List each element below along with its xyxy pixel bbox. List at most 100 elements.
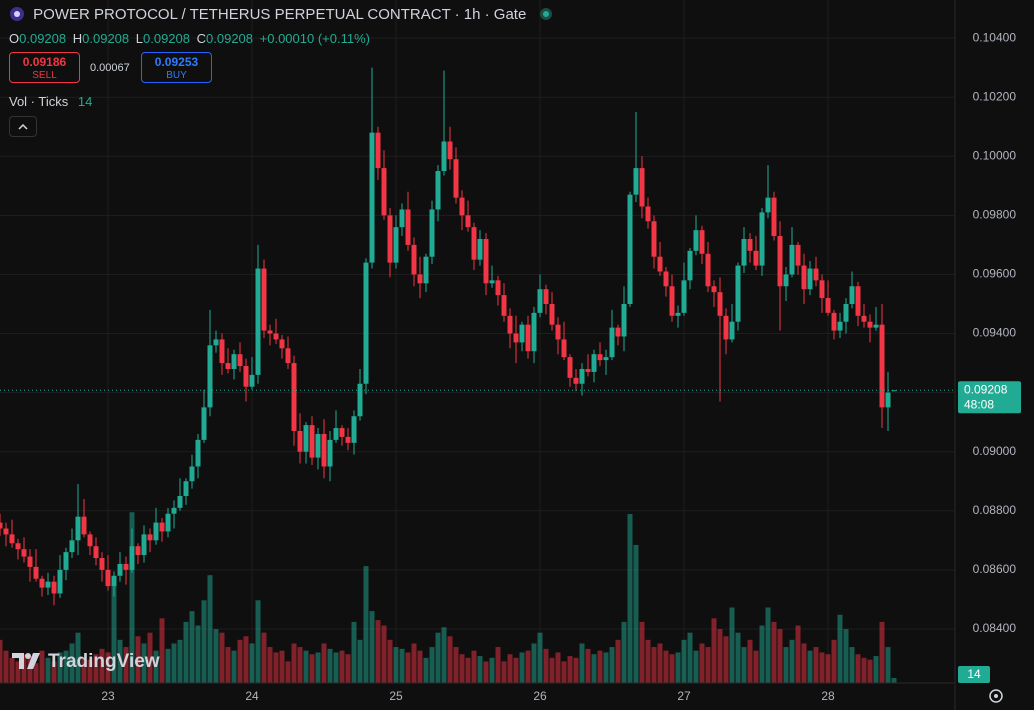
- candle-body: [141, 534, 147, 556]
- ohlc-label: L: [135, 31, 143, 46]
- settings-icon[interactable]: [989, 689, 1003, 703]
- volume-bar: [609, 647, 615, 683]
- candle-body: [0, 522, 3, 529]
- volume-bar: [225, 647, 231, 683]
- candle-body: [657, 256, 663, 272]
- candle-body: [633, 168, 639, 195]
- buy-price: 0.09253: [154, 55, 199, 69]
- volume-bar: [15, 661, 21, 683]
- volume-bar: [441, 627, 447, 683]
- volume-bar: [33, 663, 39, 683]
- volume-bar: [549, 657, 555, 683]
- candle-body: [231, 354, 237, 369]
- candle-body: [393, 227, 399, 263]
- candle-body: [573, 377, 579, 384]
- candle-body: [279, 339, 285, 349]
- x-tick-label: 26: [533, 689, 547, 703]
- price-tag: [958, 381, 1021, 414]
- volume-bar: [93, 654, 99, 683]
- volume-legend: Vol · Ticks 14: [9, 94, 92, 109]
- candle-body: [435, 171, 441, 210]
- candle-body: [843, 303, 849, 322]
- volume-bar: [861, 657, 867, 683]
- candle-body: [351, 416, 357, 443]
- candle-body: [57, 569, 63, 594]
- candle-body: [363, 262, 369, 384]
- volume-bar: [177, 639, 183, 683]
- volume-bar: [393, 647, 399, 683]
- volume-bar: [645, 639, 651, 683]
- candle-body: [123, 563, 129, 570]
- candle-body: [339, 428, 345, 437]
- collapse-button[interactable]: [9, 116, 37, 137]
- candle-body: [561, 339, 567, 358]
- volume-bar: [375, 620, 381, 683]
- volume-bar: [825, 654, 831, 683]
- candle-body: [249, 374, 255, 387]
- volume-bar: [489, 657, 495, 683]
- y-tick-label: 0.08600: [973, 562, 1017, 576]
- ohlc-label: C: [196, 31, 207, 46]
- y-tick-label: 0.09400: [973, 326, 1017, 340]
- volume-bar: [423, 657, 429, 683]
- volume-bar: [681, 639, 687, 683]
- candle-body: [699, 230, 705, 254]
- volume-bar: [417, 650, 423, 683]
- candle-body: [105, 569, 111, 587]
- volume-bar: [201, 600, 207, 683]
- volume-bar: [837, 614, 843, 683]
- volume-bar: [537, 632, 543, 683]
- candle-body: [45, 581, 51, 588]
- volume-bar: [597, 650, 603, 683]
- volume-bar: [165, 648, 171, 683]
- candle-body: [15, 543, 21, 550]
- volume-bar: [795, 625, 801, 683]
- volume-bar: [663, 650, 669, 683]
- candle-body: [525, 324, 531, 352]
- volume-bar: [135, 636, 141, 683]
- axes: 0.084000.086000.088000.090000.092000.094…: [101, 30, 1016, 703]
- candle-body: [579, 368, 585, 384]
- candle-body: [303, 425, 309, 452]
- volume-bar: [525, 650, 531, 683]
- volume-bar: [711, 618, 717, 683]
- volume-bar: [243, 636, 249, 683]
- candle-body: [705, 253, 711, 287]
- candle-body: [483, 238, 489, 284]
- candle-body: [411, 244, 417, 275]
- volume-bar: [555, 652, 561, 683]
- volume-bar: [387, 639, 393, 683]
- candle-body: [207, 345, 213, 408]
- candle-body: [501, 295, 507, 316]
- volume-bar: [459, 654, 465, 683]
- sell-button[interactable]: 0.09186 SELL: [9, 52, 80, 83]
- volume-value: 14: [77, 94, 93, 109]
- spread: 0.00067: [90, 62, 130, 74]
- volume-bar: [339, 650, 345, 683]
- candle-body: [117, 563, 123, 576]
- volume-bar: [291, 643, 297, 683]
- candle-body: [315, 433, 321, 458]
- volume-bar: [303, 650, 309, 683]
- candle-body: [243, 366, 249, 387]
- volume-bar: [63, 650, 69, 683]
- candle-body: [225, 363, 231, 369]
- x-tick-label: 27: [677, 689, 691, 703]
- change: +0.00010 (+0.11%): [259, 31, 370, 46]
- volume-bar: [285, 661, 291, 683]
- candle-body: [165, 513, 171, 532]
- volume-bar: [513, 657, 519, 683]
- volume-bar: [447, 636, 453, 683]
- candle-body: [429, 209, 435, 257]
- volume-bar: [735, 632, 741, 683]
- candle-body: [135, 546, 141, 556]
- volume-bar: [573, 657, 579, 683]
- volume-bar: [591, 654, 597, 683]
- candle-body: [39, 578, 45, 588]
- ohlc-label: O: [9, 31, 20, 46]
- y-tick-label: 0.10400: [973, 30, 1017, 44]
- volume-bar: [567, 656, 573, 683]
- candle-body: [399, 209, 405, 228]
- buy-button[interactable]: 0.09253 BUY: [141, 52, 212, 83]
